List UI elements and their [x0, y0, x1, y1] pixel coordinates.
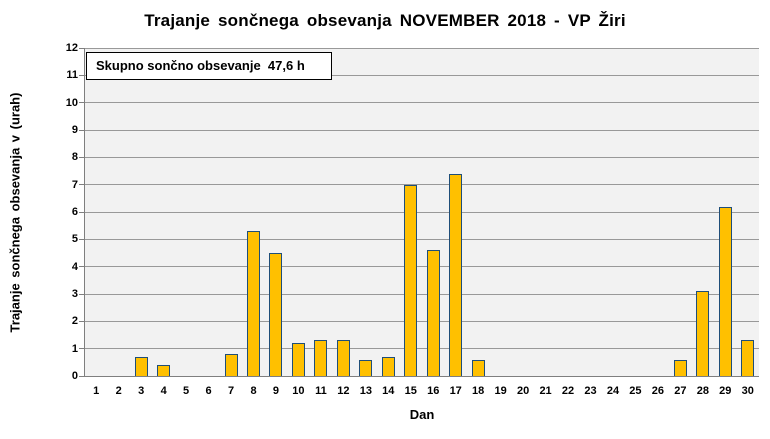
bar-day-4 [157, 365, 171, 376]
x-tick-label-19: 19 [494, 385, 507, 397]
x-tick-label-24: 24 [606, 385, 620, 397]
x-tick-label-25: 25 [629, 385, 642, 397]
gridline-8 [85, 156, 759, 158]
y-tick-11 [79, 74, 84, 76]
y-tick-label-3: 3 [71, 288, 78, 300]
y-tick-8 [79, 156, 84, 158]
total-annotation: Skupno sončno obsevanje 47,6 h [86, 52, 332, 80]
y-tick-7 [79, 184, 84, 186]
y-tick-5 [79, 238, 84, 240]
y-tick-3 [79, 293, 84, 295]
y-tick-2 [79, 320, 84, 322]
bar-day-3 [134, 356, 148, 376]
x-tick-label-27: 27 [674, 385, 687, 397]
gridline-3 [85, 293, 759, 295]
y-tick-label-0: 0 [71, 370, 78, 382]
y-axis-title-wrap: Trajanje sončnega obsevanja v (urah) [0, 48, 30, 376]
y-tick-label-10: 10 [65, 96, 78, 109]
y-tick-label-8: 8 [71, 151, 78, 164]
y-tick-1 [79, 348, 84, 350]
bar-day-17 [449, 173, 463, 376]
gridline-6 [85, 211, 759, 213]
x-tick-label-2: 2 [115, 385, 122, 397]
y-tick-4 [79, 266, 84, 268]
x-tick-label-17: 17 [449, 385, 462, 397]
x-tick-label-26: 26 [651, 385, 665, 397]
bar-day-30 [741, 340, 755, 376]
plot-area [79, 47, 759, 377]
x-tick-label-28: 28 [696, 385, 709, 397]
gridline-7 [85, 184, 759, 186]
bar-day-15 [404, 184, 418, 376]
x-tick-label-23: 23 [584, 385, 597, 397]
y-tick-0 [79, 375, 84, 377]
bar-day-12 [336, 340, 350, 376]
gridline-12 [85, 47, 759, 49]
x-tick-label-9: 9 [272, 385, 280, 397]
x-tick-label-29: 29 [719, 385, 732, 397]
x-tick-label-1: 1 [93, 385, 100, 397]
bar-day-7 [224, 354, 238, 376]
x-tick-label-5: 5 [183, 385, 190, 397]
gridline-11 [85, 74, 759, 76]
x-tick-label-18: 18 [472, 385, 485, 397]
bar-day-29 [718, 206, 732, 376]
x-tick-label-22: 22 [561, 385, 575, 397]
bar-day-13 [359, 359, 373, 376]
y-tick-label-1: 1 [71, 342, 78, 355]
gridline-5 [85, 238, 759, 240]
bar-day-8 [247, 231, 260, 376]
y-tick-label-12: 12 [65, 42, 78, 54]
x-tick-label-20: 20 [516, 385, 530, 397]
x-tick-label-13: 13 [359, 385, 372, 397]
x-tick-label-10: 10 [292, 385, 305, 397]
y-tick-label-5: 5 [71, 233, 78, 246]
gridline-1 [85, 348, 759, 350]
bar-day-18 [471, 359, 485, 376]
y-tick-12 [79, 47, 84, 49]
gridline-2 [85, 320, 759, 322]
x-axis-title: Dan [409, 407, 435, 422]
x-tick-label-7: 7 [227, 385, 235, 397]
y-tick-label-7: 7 [71, 178, 78, 191]
y-tick-label-9: 9 [71, 124, 78, 136]
y-axis-line [84, 48, 85, 377]
y-tick-6 [79, 211, 84, 213]
x-tick-label-6: 6 [205, 385, 212, 397]
gridline-9 [85, 129, 759, 131]
bar-day-27 [673, 359, 687, 376]
bar-day-16 [426, 250, 440, 376]
chart-title: Trajanje sončnega obsevanja NOVEMBER 201… [144, 11, 626, 30]
y-tick-10 [79, 102, 84, 104]
x-tick-label-21: 21 [539, 385, 552, 397]
bar-day-10 [291, 343, 305, 376]
x-tick-label-11: 11 [315, 385, 327, 397]
x-tick-label-14: 14 [382, 385, 395, 397]
x-tick-label-12: 12 [337, 385, 350, 397]
y-tick-label-6: 6 [71, 206, 78, 218]
y-tick-9 [79, 129, 84, 131]
gridline-4 [85, 266, 759, 268]
gridline-10 [85, 102, 759, 104]
x-tick-label-16: 16 [427, 385, 440, 397]
y-tick-label-2: 2 [71, 315, 78, 328]
x-tick-label-4: 4 [160, 385, 167, 397]
y-tick-label-4: 4 [71, 260, 78, 273]
x-tick-label-30: 30 [741, 385, 754, 397]
x-tick-label-8: 8 [250, 385, 257, 397]
y-tick-label-11: 11 [66, 69, 78, 82]
x-tick-label-15: 15 [404, 385, 417, 397]
x-axis-line [84, 376, 759, 377]
x-tick-label-3: 3 [138, 385, 145, 397]
bar-day-14 [381, 356, 395, 376]
bar-day-9 [269, 253, 283, 376]
y-axis-title: Trajanje sončnega obsevanja v (urah) [7, 92, 23, 332]
bar-day-11 [314, 340, 328, 376]
bar-day-28 [696, 291, 710, 376]
